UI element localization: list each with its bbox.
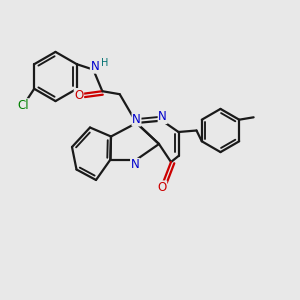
Text: O: O [74,88,83,102]
Text: O: O [158,181,166,194]
Text: Cl: Cl [17,99,29,112]
Text: N: N [130,158,140,172]
Text: N: N [90,60,99,73]
Text: N: N [132,113,141,126]
Text: H: H [101,58,108,68]
Text: N: N [158,110,167,124]
